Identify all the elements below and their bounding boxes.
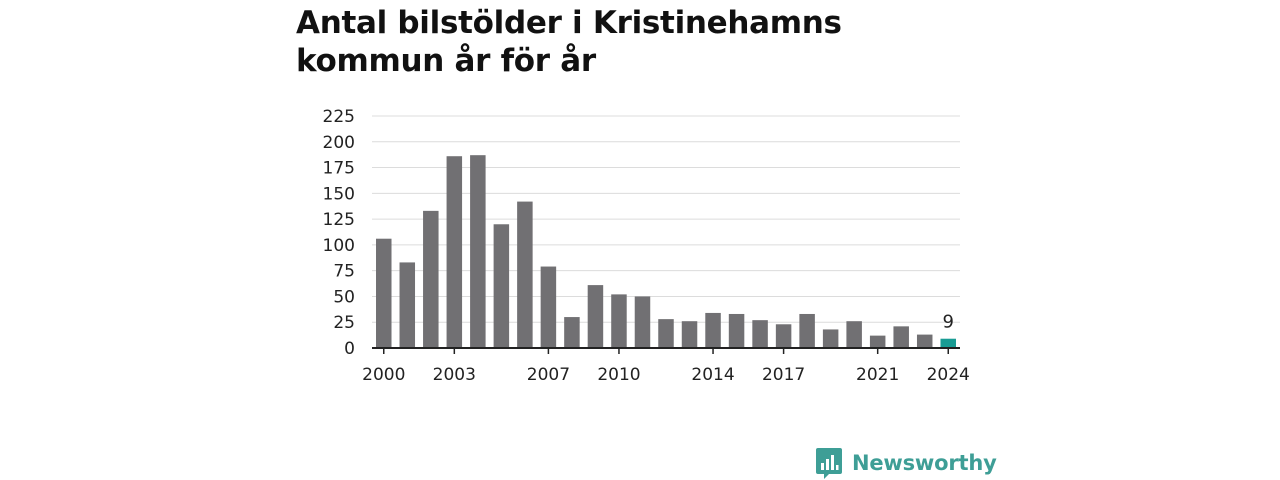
brand-name: Newsworthy bbox=[852, 451, 997, 475]
bar bbox=[705, 312, 721, 348]
bar bbox=[399, 262, 416, 348]
brand-logo: Newsworthy bbox=[815, 446, 997, 480]
y-tick-label: 75 bbox=[333, 262, 355, 282]
bar bbox=[493, 224, 510, 348]
bar bbox=[564, 317, 580, 348]
bar bbox=[752, 320, 768, 348]
chart-title-line-1: Antal bilstölder i Kristinehamns bbox=[296, 5, 842, 41]
bar bbox=[893, 326, 909, 348]
bar bbox=[517, 201, 533, 348]
bar bbox=[446, 156, 463, 348]
x-tick-label: 2021 bbox=[856, 365, 899, 385]
y-tick-label: 50 bbox=[333, 287, 355, 307]
bar bbox=[634, 296, 651, 348]
bar bbox=[846, 321, 862, 348]
bar bbox=[799, 313, 815, 348]
bar bbox=[376, 238, 392, 348]
bar bbox=[775, 324, 792, 348]
x-tick-label: 2014 bbox=[691, 365, 734, 385]
bar bbox=[611, 294, 627, 348]
newsworthy-logo-icon bbox=[816, 448, 842, 479]
y-tick-label: 125 bbox=[323, 210, 355, 230]
x-tick-label: 2007 bbox=[527, 365, 570, 385]
bar bbox=[540, 266, 557, 348]
y-tick-label: 100 bbox=[323, 236, 355, 256]
data-label: 9 bbox=[943, 312, 954, 333]
x-tick-label: 2003 bbox=[433, 365, 476, 385]
bar bbox=[587, 285, 604, 348]
y-tick-label: 25 bbox=[333, 313, 355, 333]
bar bbox=[916, 334, 933, 348]
x-tick-label: 2017 bbox=[762, 365, 805, 385]
chart-title-line-2: kommun år för år bbox=[296, 43, 596, 79]
x-tick-label: 2000 bbox=[362, 365, 405, 385]
bar bbox=[728, 313, 745, 348]
x-tick-label: 2010 bbox=[597, 365, 640, 385]
bar bbox=[470, 155, 486, 348]
bar bbox=[869, 335, 886, 348]
y-tick-label: 200 bbox=[323, 133, 355, 153]
x-tick-label: 2024 bbox=[927, 365, 970, 385]
bar bbox=[423, 210, 439, 348]
chart-title: Antal bilstölder i Kristinehamns kommun … bbox=[296, 4, 976, 80]
y-tick-label: 150 bbox=[323, 184, 355, 204]
bar bbox=[658, 319, 674, 348]
y-tick-label: 0 bbox=[344, 339, 355, 359]
y-tick-label: 175 bbox=[323, 159, 355, 179]
y-tick-label: 225 bbox=[323, 107, 355, 127]
bar-highlight bbox=[940, 338, 956, 348]
bar bbox=[822, 329, 839, 348]
bar bbox=[681, 321, 698, 348]
